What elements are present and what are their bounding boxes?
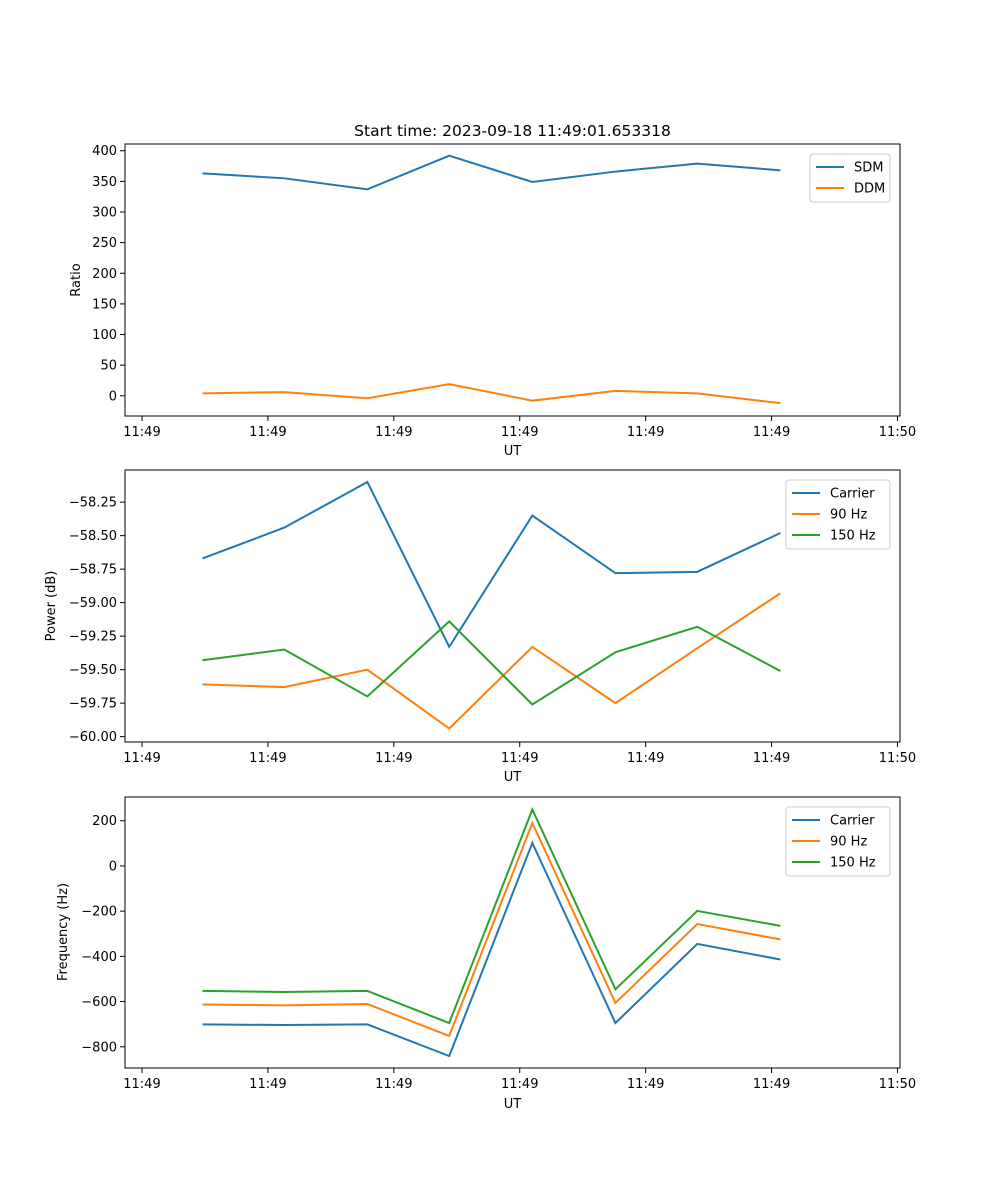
y-tick-label: −58.25 xyxy=(69,496,117,511)
y-tick-label: 50 xyxy=(100,359,117,374)
y-tick-label: 300 xyxy=(92,206,117,221)
x-tick-label: 11:49 xyxy=(627,425,664,440)
x-tick-label: 11:49 xyxy=(753,1077,790,1092)
legend-label: 90 Hz xyxy=(830,508,867,523)
legend: SDM DDM xyxy=(809,153,891,203)
x-axis-label: UT xyxy=(504,770,522,785)
y-tick-label: 150 xyxy=(92,297,117,312)
x-tick-label: 11:49 xyxy=(249,751,286,766)
x-tick-label: 11:49 xyxy=(249,1077,286,1092)
y-tick-label: 350 xyxy=(92,175,117,190)
series-line-carrier xyxy=(202,840,781,1058)
y-tick-label: −59.25 xyxy=(69,630,117,645)
x-tick-label: 11:49 xyxy=(501,1077,538,1092)
y-tick-label: 400 xyxy=(92,144,117,159)
frequency-panel: UT Frequency (Hz) 11:49 11:49 11:49 11:49 11… xyxy=(56,796,916,1112)
x-tick-label: 11:49 xyxy=(375,1077,412,1092)
series-line-150-hz xyxy=(202,620,781,706)
legend-box xyxy=(785,479,891,550)
x-tick-label: 11:49 xyxy=(249,425,286,440)
series-line-carrier xyxy=(202,480,781,649)
legend-label: 150 Hz xyxy=(830,856,876,871)
y-tick-label: −59.75 xyxy=(69,697,117,712)
series-line-90-hz xyxy=(202,592,781,730)
x-axis-label: UT xyxy=(504,1097,522,1112)
series-line-90-hz xyxy=(202,820,781,1038)
legend-label: Carrier xyxy=(830,487,875,502)
legend: Carrier 90 Hz 150 Hz xyxy=(785,479,891,550)
y-tick-label: 0 xyxy=(109,389,117,404)
x-tick-label: 11:49 xyxy=(123,1077,160,1092)
y-tick-label: −59.00 xyxy=(69,596,117,611)
y-tick-label: −60.00 xyxy=(69,730,117,745)
x-tick-label: 11:49 xyxy=(753,425,790,440)
x-tick-label: 11:49 xyxy=(375,751,412,766)
series-line-150-hz xyxy=(202,806,781,1025)
y-tick-label: 200 xyxy=(92,814,117,829)
x-tick-label: 11:49 xyxy=(753,751,790,766)
y-tick-label: 0 xyxy=(109,859,117,874)
y-axis-label: Ratio xyxy=(69,263,84,296)
legend-label: 150 Hz xyxy=(830,529,876,544)
x-tick-label: 11:50 xyxy=(879,1077,916,1092)
y-tick-label: 100 xyxy=(92,328,117,343)
y-tick-label: −58.75 xyxy=(69,563,117,578)
y-axis-label: Power (dB) xyxy=(44,571,59,642)
ratio-panel: Start time: 2023-09-18 11:49:01.653318 U… xyxy=(69,122,916,459)
x-tick-label: 11:50 xyxy=(879,425,916,440)
x-tick-label: 11:49 xyxy=(627,751,664,766)
x-tick-label: 11:49 xyxy=(375,425,412,440)
chart-title: Start time: 2023-09-18 11:49:01.653318 xyxy=(354,122,671,140)
x-tick-label: 11:49 xyxy=(501,425,538,440)
legend-label: 90 Hz xyxy=(830,835,867,850)
x-tick-label: 11:49 xyxy=(123,751,160,766)
y-tick-label: −200 xyxy=(81,905,117,920)
x-tick-label: 11:49 xyxy=(627,1077,664,1092)
axes-frame xyxy=(124,143,901,417)
series-line-ddm xyxy=(202,383,781,405)
y-tick-label: 200 xyxy=(92,267,117,282)
y-tick-label: −59.50 xyxy=(69,663,117,678)
x-tick-label: 11:49 xyxy=(123,425,160,440)
axes-frame xyxy=(124,796,901,1069)
y-tick-label: −58.50 xyxy=(69,529,117,544)
x-tick-label: 11:49 xyxy=(501,751,538,766)
legend-label: DDM xyxy=(854,182,885,197)
legend-box xyxy=(785,806,891,877)
y-tick-label: −800 xyxy=(81,1040,117,1055)
y-tick-label: 250 xyxy=(92,236,117,251)
y-axis-label: Frequency (Hz) xyxy=(56,883,71,981)
x-tick-label: 11:50 xyxy=(879,751,916,766)
legend-label: Carrier xyxy=(830,814,875,829)
x-axis-label: UT xyxy=(504,444,522,459)
axes-frame xyxy=(124,469,901,743)
power-panel: UT Power (dB) 11:49 11:49 11:49 11:49 11:49 1… xyxy=(44,469,916,785)
series-line-sdm xyxy=(202,154,781,191)
legend: Carrier 90 Hz 150 Hz xyxy=(785,806,891,877)
y-tick-label: −400 xyxy=(81,950,117,965)
y-tick-label: −600 xyxy=(81,995,117,1010)
legend-label: SDM xyxy=(854,161,883,176)
